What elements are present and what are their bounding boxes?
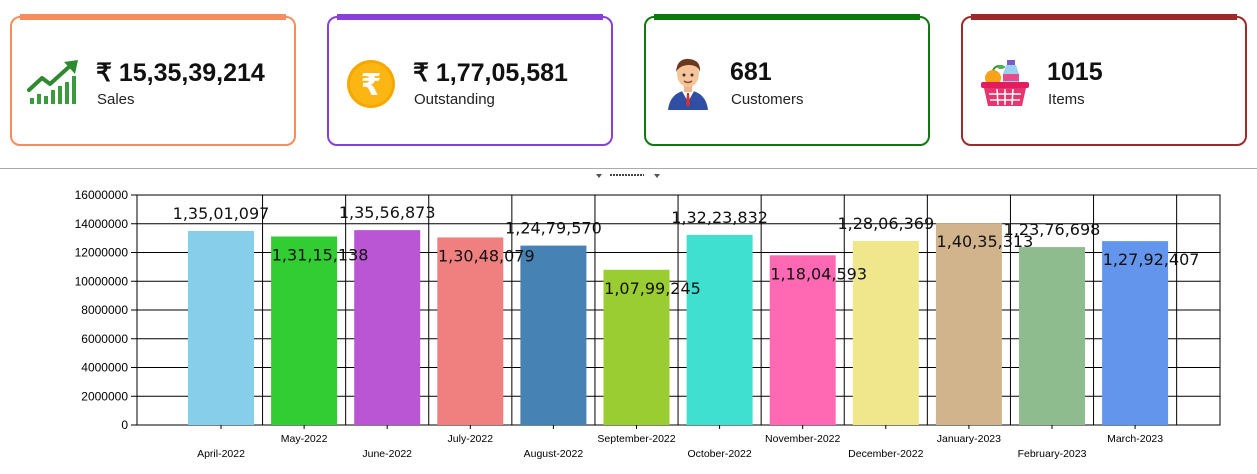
bar-September-2022 — [603, 269, 670, 425]
y-tick-label: 10000000 — [75, 274, 129, 288]
x-tick-label: August-2022 — [524, 448, 584, 460]
outstanding-value: ₹ 1,77,05,581 — [413, 59, 568, 87]
data-label: 1,27,92,407 — [1103, 250, 1200, 269]
bar-June-2022 — [354, 230, 421, 425]
x-tick-label: November-2022 — [765, 433, 840, 445]
y-tick-label: 14000000 — [75, 217, 129, 231]
bar-November-2022 — [769, 255, 836, 425]
sales-label: Sales — [97, 91, 135, 108]
card-accent-bar — [971, 14, 1237, 20]
bar-December-2022 — [852, 240, 919, 425]
x-tick-label: April-2022 — [197, 448, 245, 460]
customers-card[interactable]: 681 Customers — [644, 14, 930, 146]
y-tick-label: 4000000 — [81, 361, 128, 375]
bar-July-2022 — [437, 237, 504, 425]
y-tick-label: 12000000 — [75, 246, 129, 260]
x-tick-label: March-2023 — [1107, 433, 1163, 445]
x-tick-label: May-2022 — [281, 433, 328, 445]
bar-August-2022 — [520, 245, 587, 425]
y-tick-label: 16000000 — [75, 188, 129, 202]
data-label: 1,23,76,698 — [1004, 220, 1101, 239]
sales-growth-icon — [26, 54, 82, 110]
x-tick-label: December-2022 — [848, 448, 923, 460]
x-tick-label: July-2022 — [448, 433, 494, 445]
splitter-grip-icon[interactable] — [593, 168, 663, 178]
data-label: 1,07,99,245 — [604, 279, 701, 298]
bar-January-2023 — [935, 223, 1002, 425]
bar-March-2023 — [1102, 241, 1169, 425]
data-label: 1,35,56,873 — [339, 203, 436, 222]
bar-October-2022 — [686, 234, 753, 425]
data-label: 1,28,06,369 — [837, 214, 934, 233]
data-label: 1,30,48,079 — [438, 246, 535, 265]
bar-April-2022 — [188, 230, 254, 425]
y-tick-label: 6000000 — [81, 332, 128, 346]
plot-frame — [136, 194, 1221, 426]
bar-February-2023 — [1019, 247, 1085, 425]
card-accent-bar — [20, 14, 286, 20]
y-tick-label: 2000000 — [81, 389, 128, 403]
shopping-basket-icon — [977, 54, 1033, 110]
data-label: 1,18,04,593 — [770, 264, 867, 283]
data-label: 1,32,23,832 — [671, 208, 768, 227]
sales-value: ₹ 15,35,39,214 — [96, 59, 265, 87]
outstanding-card[interactable]: ₹ ₹ 1,77,05,581 Outstanding — [327, 14, 613, 146]
card-accent-bar — [337, 14, 603, 20]
x-tick-label: February-2023 — [1018, 448, 1087, 460]
data-label: 1,35,01,097 — [173, 204, 270, 223]
outstanding-label: Outstanding — [414, 91, 495, 108]
y-tick-label: 8000000 — [81, 303, 128, 317]
x-tick-label: January-2023 — [937, 433, 1001, 445]
customers-value: 681 — [730, 58, 772, 86]
panel-splitter[interactable] — [0, 168, 1257, 175]
data-label: 1,40,35,313 — [937, 232, 1034, 251]
monthly-sales-chart: 0 2000000 4000000 6000000 8000000 10000000 120… — [75, 188, 1221, 460]
sales-card[interactable]: ₹ 15,35,39,214 Sales — [10, 14, 296, 146]
x-tick-label: June-2022 — [362, 448, 412, 460]
bar-May-2022 — [271, 236, 338, 425]
card-accent-bar — [654, 14, 920, 20]
data-label: 1,24,79,570 — [505, 219, 602, 238]
items-label: Items — [1048, 91, 1085, 108]
customers-label: Customers — [731, 91, 804, 108]
items-value: 1015 — [1047, 58, 1103, 86]
rupee-coin-icon: ₹ — [343, 54, 399, 110]
x-tick-label: October-2022 — [687, 448, 751, 460]
items-card[interactable]: 1015 Items — [961, 14, 1247, 146]
y-tick-label: 0 — [121, 418, 128, 432]
data-label: 1,31,15,138 — [272, 245, 369, 264]
svg-text:₹: ₹ — [361, 68, 382, 103]
x-tick-label: September-2022 — [597, 433, 675, 445]
customer-person-icon — [660, 54, 716, 110]
